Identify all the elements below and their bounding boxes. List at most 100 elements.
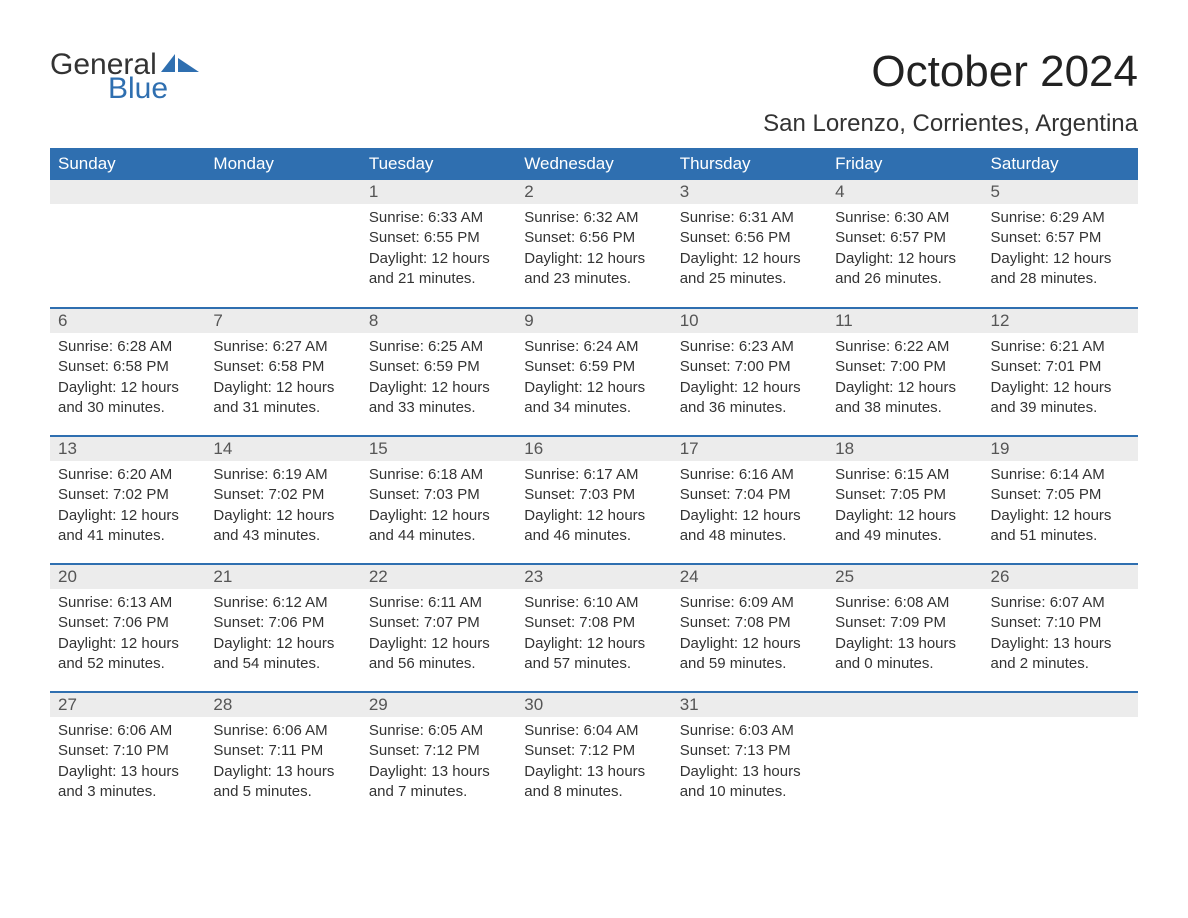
- sunset-line: Sunset: 7:05 PM: [991, 485, 1130, 505]
- sunset-line: Sunset: 7:04 PM: [680, 485, 819, 505]
- sunset-line: Sunset: 6:59 PM: [369, 357, 508, 377]
- day-number: 19: [983, 437, 1138, 461]
- day-cell-17: 17 Sunrise: 6:16 AMSunset: 7:04 PMDayligh…: [672, 436, 827, 564]
- day-details: Sunrise: 6:25 AMSunset: 6:59 PMDaylight:…: [361, 333, 516, 426]
- daylight-line: Daylight: 12 hours and 21 minutes.: [369, 249, 508, 290]
- day-details: Sunrise: 6:28 AMSunset: 6:58 PMDaylight:…: [50, 333, 205, 426]
- day-number: 28: [205, 693, 360, 717]
- day-number: 3: [672, 180, 827, 204]
- day-details: Sunrise: 6:33 AMSunset: 6:55 PMDaylight:…: [361, 204, 516, 297]
- sunrise-line: Sunrise: 6:27 AM: [213, 337, 352, 357]
- daylight-line: Daylight: 12 hours and 23 minutes.: [524, 249, 663, 290]
- daylight-line: Daylight: 12 hours and 39 minutes.: [991, 378, 1130, 419]
- day-number: 6: [50, 309, 205, 333]
- day-number: 4: [827, 180, 982, 204]
- day-details: Sunrise: 6:17 AMSunset: 7:03 PMDaylight:…: [516, 461, 671, 554]
- sunset-line: Sunset: 7:00 PM: [835, 357, 974, 377]
- day-cell-8: 8Sunrise: 6:25 AMSunset: 6:59 PMDaylight…: [361, 308, 516, 436]
- day-details: Sunrise: 6:12 AMSunset: 7:06 PMDaylight:…: [205, 589, 360, 682]
- sunrise-line: Sunrise: 6:22 AM: [835, 337, 974, 357]
- daylight-line: Daylight: 12 hours and 54 minutes.: [213, 634, 352, 675]
- day-details: Sunrise: 6:24 AMSunset: 6:59 PMDaylight:…: [516, 333, 671, 426]
- day-number: 17: [672, 437, 827, 461]
- day-cell-27: 27Sunrise: 6:06 AMSunset: 7:10 PMDayligh…: [50, 692, 205, 820]
- daylight-line: Daylight: 13 hours and 8 minutes.: [524, 762, 663, 803]
- daylight-line: Daylight: 13 hours and 0 minutes.: [835, 634, 974, 675]
- day-details: Sunrise: 6:27 AMSunset: 6:58 PMDaylight:…: [205, 333, 360, 426]
- daylight-line: Daylight: 12 hours and 48 minutes.: [680, 506, 819, 547]
- day-number: 12: [983, 309, 1138, 333]
- day-cell-20: 20Sunrise: 6:13 AMSunset: 7:06 PMDayligh…: [50, 564, 205, 692]
- day-cell-26: 26Sunrise: 6:07 AMSunset: 7:10 PMDayligh…: [983, 564, 1138, 692]
- sunset-line: Sunset: 7:08 PM: [680, 613, 819, 633]
- day-cell-10: 10Sunrise: 6:23 AMSunset: 7:00 PMDayligh…: [672, 308, 827, 436]
- day-details: Sunrise: 6:29 AMSunset: 6:57 PMDaylight:…: [983, 204, 1138, 297]
- day-number: 30: [516, 693, 671, 717]
- day-details: Sunrise: 6:13 AMSunset: 7:06 PMDaylight:…: [50, 589, 205, 682]
- weekday-saturday: Saturday: [983, 148, 1138, 180]
- day-cell-30: 30Sunrise: 6:04 AMSunset: 7:12 PMDayligh…: [516, 692, 671, 820]
- day-number: 8: [361, 309, 516, 333]
- day-details: Sunrise: 6:03 AMSunset: 7:13 PMDaylight:…: [672, 717, 827, 810]
- calendar-row: 13Sunrise: 6:20 AMSunset: 7:02 PMDayligh…: [50, 436, 1138, 564]
- sunset-line: Sunset: 7:02 PM: [58, 485, 197, 505]
- sunrise-line: Sunrise: 6:06 AM: [213, 721, 352, 741]
- day-number: 18: [827, 437, 982, 461]
- sunset-line: Sunset: 7:13 PM: [680, 741, 819, 761]
- day-number: 31: [672, 693, 827, 717]
- daylight-line: Daylight: 12 hours and 44 minutes.: [369, 506, 508, 547]
- day-details: Sunrise: 6:07 AMSunset: 7:10 PMDaylight:…: [983, 589, 1138, 682]
- sunset-line: Sunset: 7:01 PM: [991, 357, 1130, 377]
- sunrise-line: Sunrise: 6:06 AM: [58, 721, 197, 741]
- sunset-line: Sunset: 7:10 PM: [58, 741, 197, 761]
- sunset-line: Sunset: 7:03 PM: [369, 485, 508, 505]
- daylight-line: Daylight: 12 hours and 52 minutes.: [58, 634, 197, 675]
- day-cell-9: 9Sunrise: 6:24 AMSunset: 6:59 PMDaylight…: [516, 308, 671, 436]
- calendar-table: SundayMondayTuesdayWednesdayThursdayFrid…: [50, 148, 1138, 820]
- day-number: 2: [516, 180, 671, 204]
- day-number: 21: [205, 565, 360, 589]
- daylight-line: Daylight: 13 hours and 7 minutes.: [369, 762, 508, 803]
- sunrise-line: Sunrise: 6:05 AM: [369, 721, 508, 741]
- day-number: 22: [361, 565, 516, 589]
- sunset-line: Sunset: 6:59 PM: [524, 357, 663, 377]
- sunrise-line: Sunrise: 6:17 AM: [524, 465, 663, 485]
- sunset-line: Sunset: 6:57 PM: [991, 228, 1130, 248]
- calendar-row: 1Sunrise: 6:33 AMSunset: 6:55 PMDaylight…: [50, 180, 1138, 308]
- day-cell-12: 12Sunrise: 6:21 AMSunset: 7:01 PMDayligh…: [983, 308, 1138, 436]
- sunset-line: Sunset: 6:56 PM: [524, 228, 663, 248]
- month-title: October 2024: [763, 50, 1138, 94]
- weekday-tuesday: Tuesday: [361, 148, 516, 180]
- sunrise-line: Sunrise: 6:24 AM: [524, 337, 663, 357]
- day-cell-1: 1Sunrise: 6:33 AMSunset: 6:55 PMDaylight…: [361, 180, 516, 308]
- page-header: General Blue October 2024 San Lorenzo, C…: [50, 50, 1138, 138]
- daylight-line: Daylight: 12 hours and 51 minutes.: [991, 506, 1130, 547]
- sunrise-line: Sunrise: 6:03 AM: [680, 721, 819, 741]
- location-subtitle: San Lorenzo, Corrientes, Argentina: [763, 110, 1138, 138]
- sunrise-line: Sunrise: 6:16 AM: [680, 465, 819, 485]
- day-number: 11: [827, 309, 982, 333]
- daylight-line: Daylight: 13 hours and 3 minutes.: [58, 762, 197, 803]
- daylight-line: Daylight: 12 hours and 56 minutes.: [369, 634, 508, 675]
- sunset-line: Sunset: 7:05 PM: [835, 485, 974, 505]
- daylight-line: Daylight: 12 hours and 59 minutes.: [680, 634, 819, 675]
- day-details: Sunrise: 6:06 AMSunset: 7:10 PMDaylight:…: [50, 717, 205, 810]
- sunrise-line: Sunrise: 6:30 AM: [835, 208, 974, 228]
- day-number: 5: [983, 180, 1138, 204]
- sunrise-line: Sunrise: 6:11 AM: [369, 593, 508, 613]
- day-details: Sunrise: 6:21 AMSunset: 7:01 PMDaylight:…: [983, 333, 1138, 426]
- sunrise-line: Sunrise: 6:08 AM: [835, 593, 974, 613]
- day-cell-21: 21Sunrise: 6:12 AMSunset: 7:06 PMDayligh…: [205, 564, 360, 692]
- day-cell-29: 29Sunrise: 6:05 AMSunset: 7:12 PMDayligh…: [361, 692, 516, 820]
- day-details: Sunrise: 6:04 AMSunset: 7:12 PMDaylight:…: [516, 717, 671, 810]
- day-number: 14: [205, 437, 360, 461]
- day-number: 10: [672, 309, 827, 333]
- day-cell-28: 28Sunrise: 6:06 AMSunset: 7:11 PMDayligh…: [205, 692, 360, 820]
- day-cell-13: 13Sunrise: 6:20 AMSunset: 7:02 PMDayligh…: [50, 436, 205, 564]
- day-cell-4: 4Sunrise: 6:30 AMSunset: 6:57 PMDaylight…: [827, 180, 982, 308]
- day-details: Sunrise: 6:19 AMSunset: 7:02 PMDaylight:…: [205, 461, 360, 554]
- day-cell-2: 2Sunrise: 6:32 AMSunset: 6:56 PMDaylight…: [516, 180, 671, 308]
- day-cell-31: 31Sunrise: 6:03 AMSunset: 7:13 PMDayligh…: [672, 692, 827, 820]
- sunset-line: Sunset: 7:12 PM: [369, 741, 508, 761]
- sunrise-line: Sunrise: 6:12 AM: [213, 593, 352, 613]
